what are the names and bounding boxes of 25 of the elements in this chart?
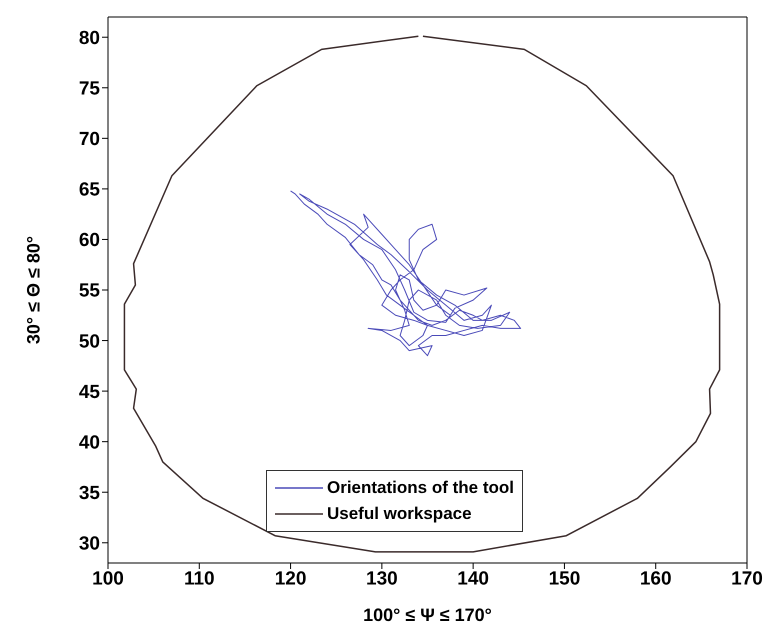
x-tick-label: 150 xyxy=(548,568,580,590)
x-tick-label: 130 xyxy=(366,568,398,590)
legend-label: Orientations of the tool xyxy=(327,478,514,498)
y-tick-label: 50 xyxy=(78,331,100,352)
legend-label: Useful workspace xyxy=(327,504,472,524)
x-tick-label: 120 xyxy=(274,568,306,590)
y-axis-title: 30° ≤ Θ ≤ 80° xyxy=(23,236,44,344)
y-tick-label: 45 xyxy=(78,382,100,403)
x-tick-label: 110 xyxy=(184,568,215,590)
x-tick-label: 140 xyxy=(457,568,489,590)
y-tick-label: 60 xyxy=(78,230,100,252)
y-tick-label: 35 xyxy=(78,482,100,504)
y-tick-label: 80 xyxy=(78,28,100,49)
line-series xyxy=(124,35,720,553)
line-series xyxy=(290,190,522,356)
x-tick-label: 170 xyxy=(731,568,763,590)
y-tick-label: 70 xyxy=(78,129,100,150)
x-tick-label: 160 xyxy=(640,568,672,590)
y-tick-label: 75 xyxy=(78,78,100,100)
y-tick-label: 65 xyxy=(78,180,100,201)
x-tick-label: 100 xyxy=(92,568,124,590)
x-axis-title: 100° ≤ Ψ ≤ 170° xyxy=(363,605,492,625)
y-tick-label: 40 xyxy=(78,432,100,454)
y-tick-label: 30 xyxy=(78,534,100,555)
y-tick-label: 55 xyxy=(78,280,100,302)
